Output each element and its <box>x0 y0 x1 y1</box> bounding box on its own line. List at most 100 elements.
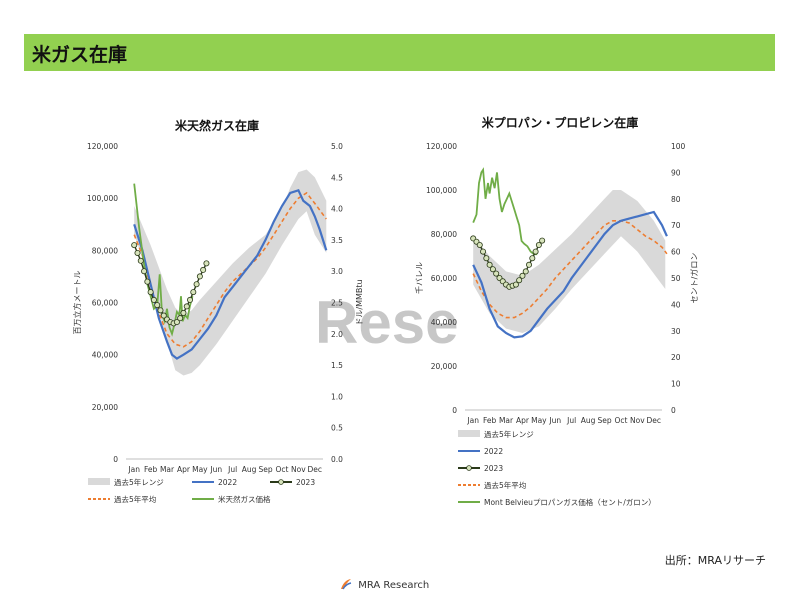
y2-axis-title: ドル/MMBtu <box>355 279 364 325</box>
series-5yr-range <box>134 169 327 376</box>
x-tick-label: Dec <box>308 465 323 474</box>
point-2023 <box>493 270 500 277</box>
point-2023 <box>526 261 533 268</box>
series-2022 <box>133 188 328 360</box>
y2-tick-label: 60 <box>671 248 681 257</box>
series-2022 <box>472 210 668 339</box>
legend-label: 過去5年平均 <box>484 480 526 490</box>
y2-tick-label: 0.5 <box>331 424 343 433</box>
x-tick-label: Apr <box>177 465 191 474</box>
point-2023 <box>141 268 148 275</box>
point-2023 <box>200 266 207 273</box>
y2-tick-label: 2.5 <box>331 299 343 308</box>
legend-label: 過去5年平均 <box>114 494 156 504</box>
point-2023 <box>522 268 529 275</box>
point-2023 <box>512 281 519 288</box>
x-tick-label: May <box>531 416 547 425</box>
brand-logo: MRA Research <box>340 578 429 591</box>
point-2023 <box>532 248 539 255</box>
point-2023 <box>483 255 490 262</box>
chart-title: 米プロパン・プロピレン在庫 <box>482 115 639 130</box>
y2-tick-label: 2.0 <box>331 330 343 339</box>
point-2023 <box>489 266 496 273</box>
y2-tick-label: 30 <box>671 327 681 336</box>
y2-tick-label: 4.5 <box>331 173 343 182</box>
x-tick-label: Sep <box>258 465 272 474</box>
series-5yr-average <box>133 191 327 348</box>
legend-label: 2023 <box>484 464 503 473</box>
x-tick-label: Feb <box>144 465 158 474</box>
legend-marker-2023 <box>466 465 472 471</box>
y2-tick-label: 1.5 <box>331 361 343 370</box>
legend-swatch-range <box>458 430 480 437</box>
point-2023 <box>137 257 144 264</box>
page-header: 米ガス在庫 <box>24 34 775 71</box>
point-2023 <box>516 277 523 284</box>
legend-label: Mont Belvieuプロパンガス価格（セント/ガロン） <box>484 497 656 507</box>
logo-text: MRA Research <box>358 580 430 591</box>
y2-tick-label: 100 <box>671 142 686 151</box>
x-tick-label: Mar <box>499 416 514 425</box>
y2-tick-label: 4.0 <box>331 205 343 214</box>
x-tick-label: Jan <box>466 416 479 425</box>
y-tick-label: 0 <box>452 406 457 415</box>
legend-label: 米天然ガス価格 <box>218 494 271 504</box>
y-tick-label: 0 <box>113 455 118 464</box>
legend-swatch-range <box>88 478 110 485</box>
x-tick-label: Aug <box>242 465 257 474</box>
legend-label: 2022 <box>218 478 237 487</box>
legend-label: 過去5年レンジ <box>484 429 534 439</box>
y-tick-label: 40,000 <box>92 351 118 360</box>
series-5yr-range <box>473 190 666 333</box>
watermark-text: Rese <box>315 289 459 356</box>
page-title: 米ガス在庫 <box>32 44 128 66</box>
x-tick-label: Jul <box>227 465 237 474</box>
y2-tick-label: 3.0 <box>331 267 343 276</box>
x-tick-label: Feb <box>483 416 497 425</box>
source-note: 出所：MRAリサーチ <box>664 554 766 567</box>
y-tick-label: 20,000 <box>92 403 118 412</box>
series-5yr-average <box>472 220 668 319</box>
legend-marker-2023 <box>278 479 284 485</box>
y2-tick-label: 20 <box>671 353 681 362</box>
y-tick-label: 100,000 <box>87 194 118 203</box>
series-price <box>472 167 538 256</box>
point-2023 <box>134 249 141 256</box>
x-tick-label: Jun <box>209 465 222 474</box>
point-2023 <box>535 241 542 248</box>
point-2023 <box>519 272 526 279</box>
y-tick-label: 40,000 <box>431 318 457 327</box>
y-tick-label: 60,000 <box>92 299 118 308</box>
point-2023 <box>187 296 194 303</box>
x-tick-label: Oct <box>614 416 627 425</box>
x-tick-label: Nov <box>630 416 645 425</box>
point-2023 <box>203 260 210 267</box>
y2-tick-label: 3.5 <box>331 236 343 245</box>
point-2023 <box>177 315 184 322</box>
y-tick-label: 80,000 <box>431 230 457 239</box>
point-2023 <box>480 248 487 255</box>
point-2023 <box>196 273 203 280</box>
y2-tick-label: 1.0 <box>331 392 343 401</box>
point-2023 <box>147 289 154 296</box>
y2-tick-label: 50 <box>671 274 681 283</box>
legend-label: 過去5年レンジ <box>114 477 164 487</box>
y-tick-label: 60,000 <box>431 274 457 283</box>
y-axis-title: 千バレル <box>414 262 424 294</box>
point-2023 <box>476 241 483 248</box>
x-tick-label: Nov <box>291 465 306 474</box>
point-2023 <box>193 281 200 288</box>
y2-tick-label: 5.0 <box>331 142 343 151</box>
x-tick-label: Jan <box>127 465 140 474</box>
point-2023 <box>180 309 187 316</box>
x-tick-label: May <box>192 465 208 474</box>
point-2023 <box>131 242 138 249</box>
y2-tick-label: 70 <box>671 221 681 230</box>
y-tick-label: 20,000 <box>431 362 457 371</box>
x-tick-label: Apr <box>516 416 530 425</box>
legend-label: 2023 <box>296 478 315 487</box>
point-2023 <box>529 255 536 262</box>
point-2023 <box>157 307 164 314</box>
y2-tick-label: 0 <box>671 406 676 415</box>
